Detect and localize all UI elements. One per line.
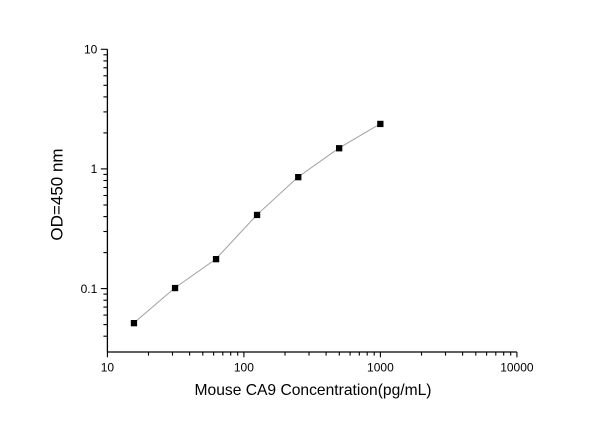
- svg-text:10: 10: [84, 43, 98, 57]
- svg-text:10: 10: [101, 361, 115, 375]
- svg-text:1000: 1000: [367, 361, 394, 375]
- svg-text:1: 1: [91, 162, 98, 176]
- svg-text:10000: 10000: [500, 361, 534, 375]
- svg-text:100: 100: [234, 361, 254, 375]
- svg-text:Mouse CA9 Concentration(pg/mL): Mouse CA9 Concentration(pg/mL): [195, 382, 432, 399]
- svg-text:0.1: 0.1: [81, 282, 98, 296]
- svg-text:OD=450 nm: OD=450 nm: [48, 148, 67, 240]
